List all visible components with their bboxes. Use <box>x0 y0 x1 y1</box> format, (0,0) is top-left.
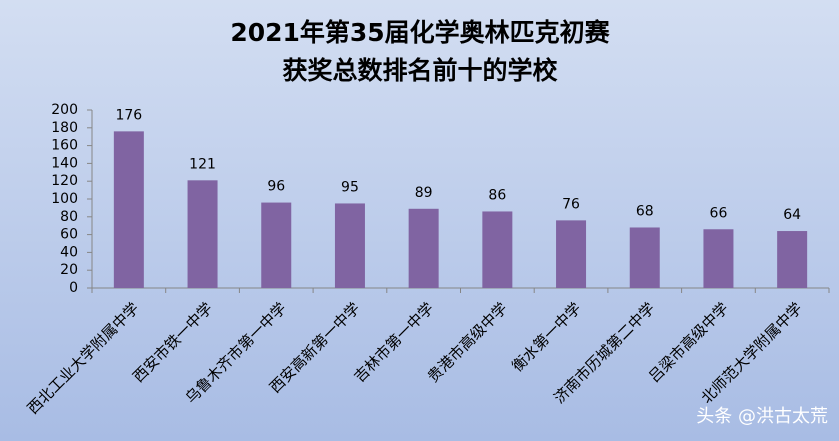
value-label: 86 <box>488 187 506 203</box>
y-tick-label: 60 <box>60 227 78 243</box>
value-label: 176 <box>115 107 142 123</box>
bar <box>113 131 144 288</box>
y-tick-label: 140 <box>51 155 78 171</box>
y-tick-label: 80 <box>60 209 78 225</box>
value-label: 68 <box>636 203 654 219</box>
value-label: 121 <box>189 156 216 172</box>
bar <box>408 208 439 288</box>
value-label: 95 <box>341 179 359 195</box>
value-label: 64 <box>783 207 801 223</box>
bar <box>482 211 513 288</box>
bar <box>777 231 808 288</box>
value-label: 76 <box>562 196 580 212</box>
y-tick-label: 40 <box>60 244 78 260</box>
y-tick-label: 20 <box>60 262 78 278</box>
value-label: 66 <box>710 205 728 221</box>
value-label: 89 <box>415 185 433 201</box>
bar <box>556 220 587 288</box>
y-tick-label: 200 <box>51 102 78 118</box>
y-tick-label: 100 <box>51 191 78 207</box>
bar <box>261 202 292 288</box>
y-tick-label: 160 <box>51 138 78 154</box>
y-tick-label: 0 <box>69 280 78 296</box>
bar <box>334 203 365 288</box>
chart-title: 获奖总数排名前十的学校 <box>282 56 558 85</box>
watermark: 头条 @洪古太荒 <box>696 406 828 427</box>
chart-title: 2021年第35届化学奥林匹克初赛 <box>230 18 610 47</box>
bar <box>187 180 218 288</box>
y-tick-label: 120 <box>51 173 78 189</box>
value-label: 96 <box>267 179 285 195</box>
bar <box>629 227 660 288</box>
bar <box>703 229 734 288</box>
y-tick-label: 180 <box>51 120 78 136</box>
